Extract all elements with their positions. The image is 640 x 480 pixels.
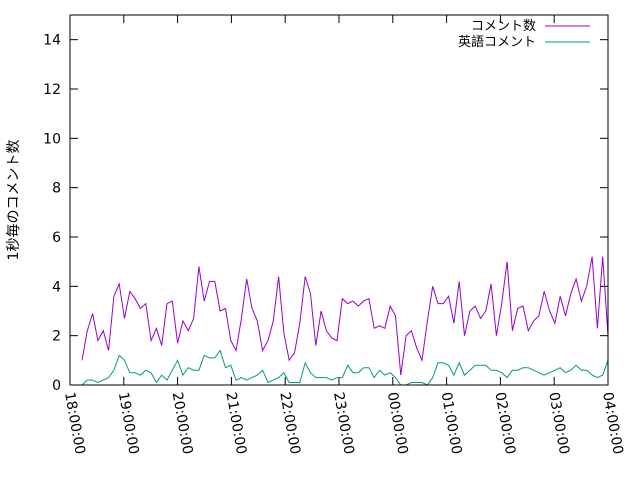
y-tick-label: 8 [52, 181, 61, 197]
y-tick-label: 6 [52, 230, 61, 246]
plot-frame [69, 14, 609, 386]
x-tick-label: 18:00:00 [61, 391, 88, 456]
y-tick-label: 4 [52, 279, 61, 295]
x-tick-label: 19:00:00 [115, 391, 142, 456]
y-tick-label: 0 [52, 378, 61, 394]
x-tick-label: 00:00:00 [384, 391, 411, 456]
x-tick-label: 01:00:00 [438, 391, 465, 456]
y-axis-ticks: 0 2 4 6 8 10 12 14 [43, 33, 608, 394]
series-line-1 [81, 256, 609, 376]
x-tick-label: 02:00:00 [491, 391, 518, 456]
y-axis-label: 1秒毎のコメント数 [6, 140, 22, 261]
x-tick-label: 23:00:00 [330, 391, 357, 456]
x-tick-label: 22:00:00 [276, 391, 303, 456]
x-tick-label: 20:00:00 [169, 391, 196, 456]
y-tick-label: 14 [43, 33, 61, 49]
x-tick-label: 03:00:00 [545, 391, 572, 456]
y-tick-label: 2 [52, 329, 61, 345]
series-layer [81, 256, 609, 386]
x-tick-label: 21:00:00 [222, 391, 249, 456]
series-line-2 [81, 349, 609, 386]
y-tick-label: 12 [43, 82, 61, 98]
legend-label-1: コメント数 [471, 19, 536, 34]
x-axis-ticks: 18:00:00 19:00:00 20:00:00 21:00:00 22:00:00… [61, 15, 626, 456]
legend-label-2: 英語コメント [458, 34, 536, 50]
x-tick-label: 04:00:00 [599, 391, 626, 456]
y-tick-label: 10 [43, 131, 61, 147]
